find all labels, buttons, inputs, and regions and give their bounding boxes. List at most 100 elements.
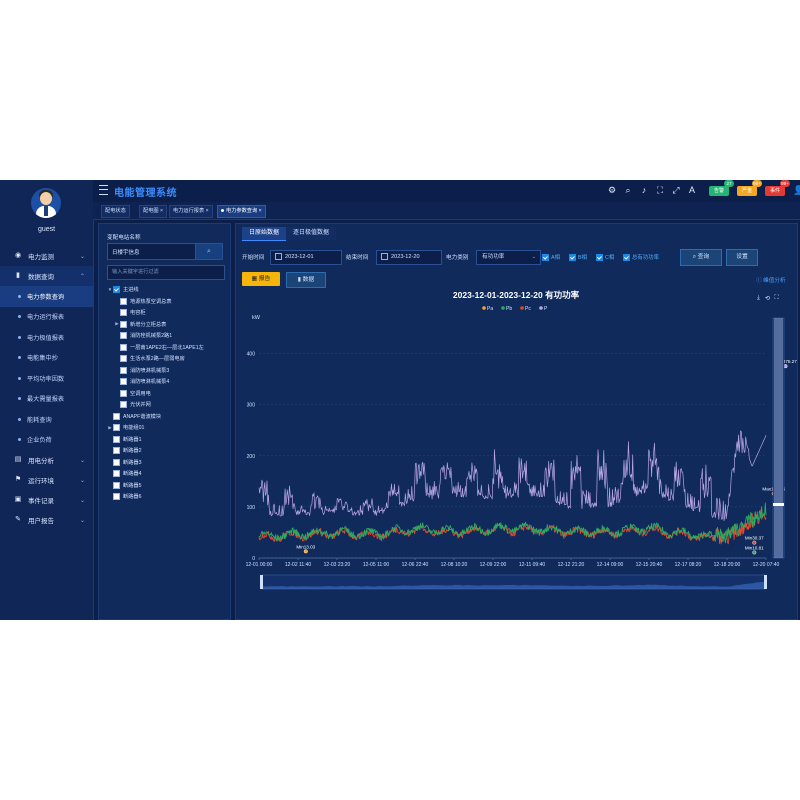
phase-checkbox-3[interactable]: 总有功功率: [623, 253, 659, 261]
tree-checkbox[interactable]: [113, 424, 120, 432]
sidebar-subitem-6[interactable]: 能耗查询: [0, 409, 93, 430]
tree-checkbox[interactable]: [113, 481, 120, 489]
sidebar-subitem-4[interactable]: 平均功率因数: [0, 368, 93, 389]
close-icon[interactable]: ×: [204, 208, 209, 214]
restore-icon[interactable]: ⟲: [764, 296, 771, 302]
tree-node[interactable]: 断路器4: [107, 468, 227, 480]
tree-node[interactable]: ▶ 新增分立柜总表: [107, 319, 227, 331]
search-icon[interactable]: ⌕: [195, 244, 222, 259]
tab-0[interactable]: 配电状态: [101, 205, 130, 218]
sidebar-subitem-2[interactable]: 电力极值报表: [0, 327, 93, 348]
tree-checkbox[interactable]: [113, 435, 120, 443]
translate-icon[interactable]: A: [688, 185, 695, 195]
alert-badge-0[interactable]: 告警 27: [709, 180, 734, 196]
x-tick-label: 12-18 20:00: [714, 562, 741, 568]
tree-node[interactable]: 断路器3: [107, 457, 227, 469]
alert-badge-2[interactable]: 事件 99+: [765, 180, 790, 196]
sidebar-subitem-0[interactable]: 电力参数查询: [0, 286, 93, 307]
tree-node[interactable]: 光伏并网: [107, 399, 227, 411]
export-button[interactable]: ▦ 报告: [242, 272, 280, 286]
tree-checkbox[interactable]: [120, 343, 127, 351]
tab-3[interactable]: 电力参数查询 ×: [217, 205, 266, 218]
close-icon[interactable]: ×: [257, 208, 262, 214]
tree-node[interactable]: ▶ 电能组01: [107, 422, 227, 434]
caret-icon[interactable]: ▶: [115, 321, 119, 327]
sidebar-subitem-3[interactable]: 电能集中抄: [0, 348, 93, 369]
x-tick-label: 12-20 07:40: [753, 562, 780, 568]
tree-checkbox[interactable]: [120, 389, 127, 397]
start-date-input[interactable]: 2023-12-01: [270, 250, 342, 265]
search-icon[interactable]: ⌕: [625, 185, 631, 195]
tree-node[interactable]: 断路器1: [107, 434, 227, 446]
end-date-input[interactable]: 2023-12-20: [376, 250, 442, 265]
tree-node[interactable]: 断路器6: [107, 491, 227, 503]
sidebar-item-3[interactable]: ⚑ 运行环境 ⌄: [0, 470, 93, 490]
tree-node[interactable]: 电容柜: [107, 307, 227, 319]
menu-toggle-icon[interactable]: [99, 185, 108, 195]
tree-checkbox[interactable]: [120, 320, 127, 328]
sidebar-item-4[interactable]: ▣ 事件记录 ⌄: [0, 490, 93, 510]
tab-1[interactable]: 配电图 ×: [139, 205, 168, 218]
tree-checkbox[interactable]: [113, 412, 120, 420]
tree-node[interactable]: 生活水泵2路—层弱电房: [107, 353, 227, 365]
tree-node[interactable]: 断路器5: [107, 480, 227, 492]
caret-icon[interactable]: ▼: [107, 287, 113, 293]
data-button[interactable]: ▮ 数据: [286, 272, 326, 288]
user-icon[interactable]: 👤: [793, 184, 800, 195]
download-icon[interactable]: ⤓: [757, 295, 760, 301]
tree-checkbox[interactable]: [120, 366, 127, 374]
tree-checkbox[interactable]: [120, 332, 127, 340]
sidebar-item-0[interactable]: ◉ 电力监测 ⌄: [0, 246, 93, 266]
phase-checkbox-2[interactable]: C相: [596, 253, 614, 261]
zoom-icon[interactable]: ⛶: [774, 295, 779, 301]
tree-node[interactable]: 空调用电: [107, 388, 227, 400]
expand-icon[interactable]: ⤢: [672, 185, 680, 195]
tree-node[interactable]: 消防喷淋机械泵4: [107, 376, 227, 388]
alert-badge-1[interactable]: 严重 99+: [737, 180, 762, 196]
close-icon[interactable]: ×: [158, 208, 164, 214]
tree-checkbox[interactable]: [113, 470, 120, 478]
checkbox-icon: [542, 253, 549, 261]
tree-node[interactable]: 消防栓机械泵2路1: [107, 330, 227, 342]
tree-checkbox[interactable]: [120, 401, 127, 409]
tree-checkbox[interactable]: [120, 378, 127, 386]
tab-2[interactable]: 电力运行报表 ×: [169, 205, 213, 218]
badge-count: 99+: [752, 180, 762, 187]
fullscreen-icon[interactable]: ⛶: [656, 185, 664, 195]
sidebar-item-5[interactable]: ✎ 用户报告 ⌄: [0, 510, 93, 530]
volume-icon[interactable]: ♪: [641, 185, 647, 195]
sidebar-item-label: 用户报告: [28, 518, 54, 525]
tree-node[interactable]: 消防喷淋机械泵3: [107, 365, 227, 377]
sidebar-item-2[interactable]: ▤ 用电分析 ⌄: [0, 450, 93, 470]
tree-checkbox[interactable]: [120, 297, 127, 305]
tree-checkbox[interactable]: [113, 493, 120, 501]
settings-button[interactable]: 设置: [726, 249, 758, 266]
tree-node[interactable]: 一层南1APE2右—层北1APE1左: [107, 342, 227, 354]
peak-analysis-link[interactable]: ⓘ 峰值分析: [756, 278, 786, 284]
tree-node[interactable]: ANAPF谐波模块: [107, 411, 227, 423]
phase-checkbox-1[interactable]: B相: [569, 253, 587, 261]
tree-node[interactable]: ▼ 主进线: [107, 284, 227, 296]
type-select[interactable]: 有功功率 ⌄: [476, 250, 541, 265]
tree-checkbox[interactable]: [120, 355, 127, 363]
sidebar-item-1[interactable]: ▮ 数据查询 ⌃: [0, 266, 93, 286]
settings-icon[interactable]: ⚙: [607, 185, 617, 195]
data-tab-0[interactable]: 日原始数据: [242, 227, 287, 241]
query-button[interactable]: ⌕ 查询: [680, 249, 722, 266]
tree-node[interactable]: 地源热泵空调总表: [107, 296, 227, 308]
tree-checkbox[interactable]: [113, 458, 120, 466]
data-tab-1[interactable]: 逐日极值数据: [286, 227, 337, 240]
station-select[interactable]: 日楼宇信息 ⌕: [107, 243, 223, 260]
sidebar-subitem-7[interactable]: 企业负荷: [0, 430, 93, 451]
tree-node[interactable]: 断路器2: [107, 445, 227, 457]
avatar[interactable]: [31, 188, 61, 218]
sidebar-subitem-1[interactable]: 电力运行报表: [0, 307, 93, 328]
sidebar-subitem-5[interactable]: 最大需量报表: [0, 389, 93, 410]
caret-icon[interactable]: ▶: [108, 424, 112, 430]
tree-checkbox[interactable]: [113, 447, 120, 455]
tree-checkbox[interactable]: [120, 309, 127, 317]
phase-checkbox-0[interactable]: A相: [542, 253, 560, 261]
x-tick-label: 12-14 09:00: [597, 562, 624, 568]
tree-filter-input[interactable]: 输入关键字进行过滤: [107, 265, 225, 280]
tree-checkbox[interactable]: [113, 286, 120, 294]
